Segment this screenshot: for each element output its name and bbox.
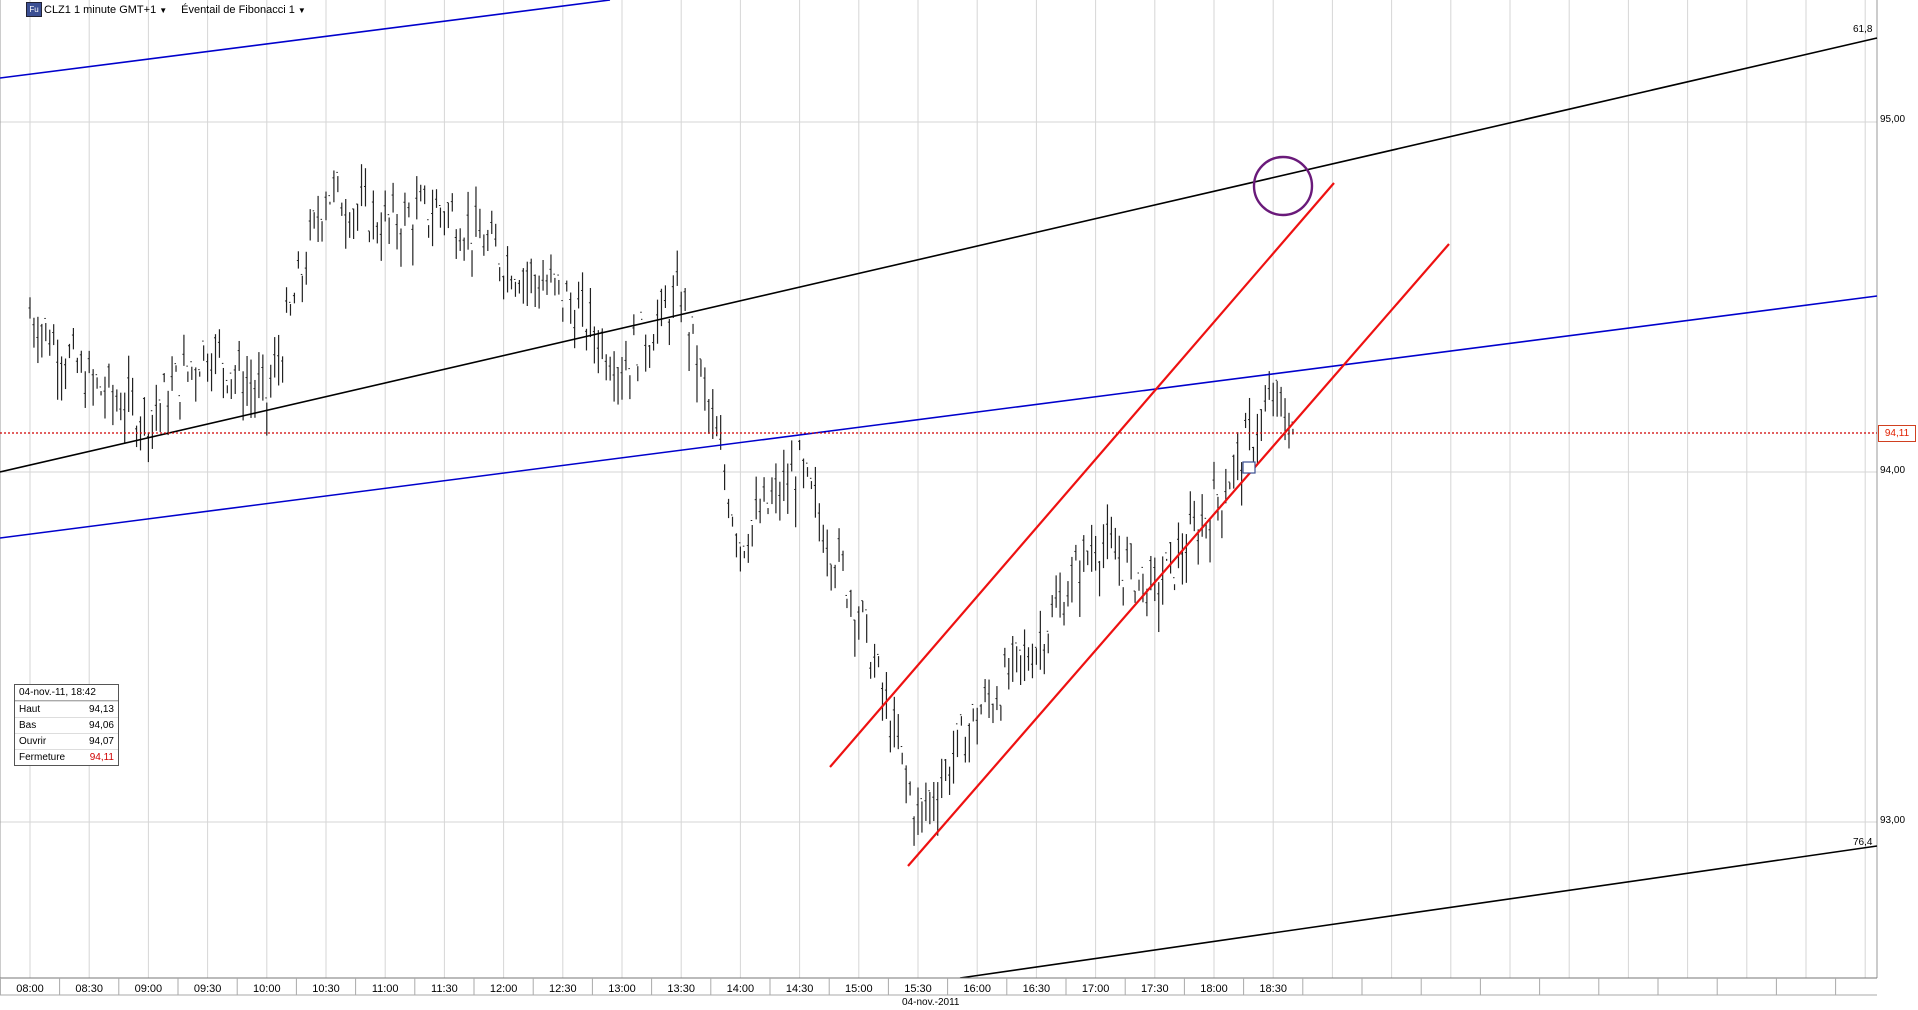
time-tick-label: 16:30 (1023, 983, 1051, 995)
info-row-close: Fermeture 94,11 (15, 749, 118, 765)
time-tick-label: 10:30 (312, 983, 340, 995)
alert-marker-icon (1242, 461, 1256, 474)
time-tick-label: 12:30 (549, 983, 577, 995)
time-tick-label: 13:30 (667, 983, 695, 995)
time-axis: 08:00 08:30 09:00 09:30 10:00 10:30 11:00 11:30… (0, 977, 1918, 1010)
time-tick-label: 17:00 (1082, 983, 1110, 995)
channel-lower-line (907, 243, 1450, 867)
app-logo-icon: Fu (26, 2, 42, 17)
fib-fan-blue-line-top (0, 0, 611, 79)
time-axis-date: 04-nov.-2011 (902, 997, 960, 1008)
price-label-94: 94,00 (1880, 465, 1906, 476)
drawing-lines (0, 0, 1878, 979)
time-tick-label: 09:00 (135, 983, 163, 995)
info-box-title: 04-nov.-11, 18:42 (15, 685, 118, 701)
time-tick-label: 08:30 (75, 983, 103, 995)
drawing-tool-selector[interactable]: Éventail de Fibonacci 1 ▼ (181, 4, 306, 16)
price-label-95: 95,00 (1880, 114, 1906, 125)
fib-fan-blue-line-middle (0, 295, 1878, 539)
fib-level-lower-label: 76,4 (1853, 837, 1873, 848)
time-tick-label: 15:00 (845, 983, 873, 995)
chart-toolbar: CLZ1 1 minute GMT+1 ▼ Éventail de Fibona… (44, 2, 306, 18)
time-tick-label: 15:30 (904, 983, 932, 995)
ohlc-info-box: 04-nov.-11, 18:42 Haut 94,13 Bas 94,06 O… (14, 684, 119, 766)
time-tick-label: 11:30 (431, 983, 458, 995)
time-tick-label: 13:00 (608, 983, 636, 995)
time-tick-label: 11:00 (372, 983, 399, 995)
time-tick-label: 14:00 (727, 983, 755, 995)
fib-fan-76-4-line (959, 845, 1878, 979)
symbol-label: CLZ1 1 minute GMT+1 (44, 4, 157, 16)
time-tick-label: 16:00 (963, 983, 991, 995)
channel-upper-line (829, 182, 1335, 768)
time-tick-label: 12:00 (490, 983, 518, 995)
current-price-tag: 94,11 (1878, 425, 1916, 442)
symbol-selector[interactable]: CLZ1 1 minute GMT+1 ▼ (44, 4, 167, 16)
highlight-circle (1252, 155, 1314, 217)
price-bars (28, 164, 1294, 846)
time-tick-label: 18:30 (1259, 983, 1287, 995)
price-label-93: 93,00 (1880, 815, 1906, 826)
chart-grid (0, 0, 1878, 978)
time-tick-label: 08:00 (16, 983, 44, 995)
caret-down-icon: ▼ (297, 5, 306, 15)
time-tick-label: 18:00 (1200, 983, 1228, 995)
info-row-low: Bas 94,06 (15, 717, 118, 733)
fib-fan-61-8-line (0, 37, 1878, 473)
info-row-open: Ouvrir 94,07 (15, 733, 118, 749)
caret-down-icon: ▼ (159, 5, 168, 15)
time-tick-label: 10:00 (253, 983, 281, 995)
tool-label: Éventail de Fibonacci 1 (181, 4, 295, 16)
info-row-high: Haut 94,13 (15, 701, 118, 717)
time-tick-label: 17:30 (1141, 983, 1169, 995)
fib-level-upper-label: 61,8 (1853, 24, 1873, 35)
time-tick-label: 14:30 (786, 983, 814, 995)
time-tick-label: 09:30 (194, 983, 222, 995)
